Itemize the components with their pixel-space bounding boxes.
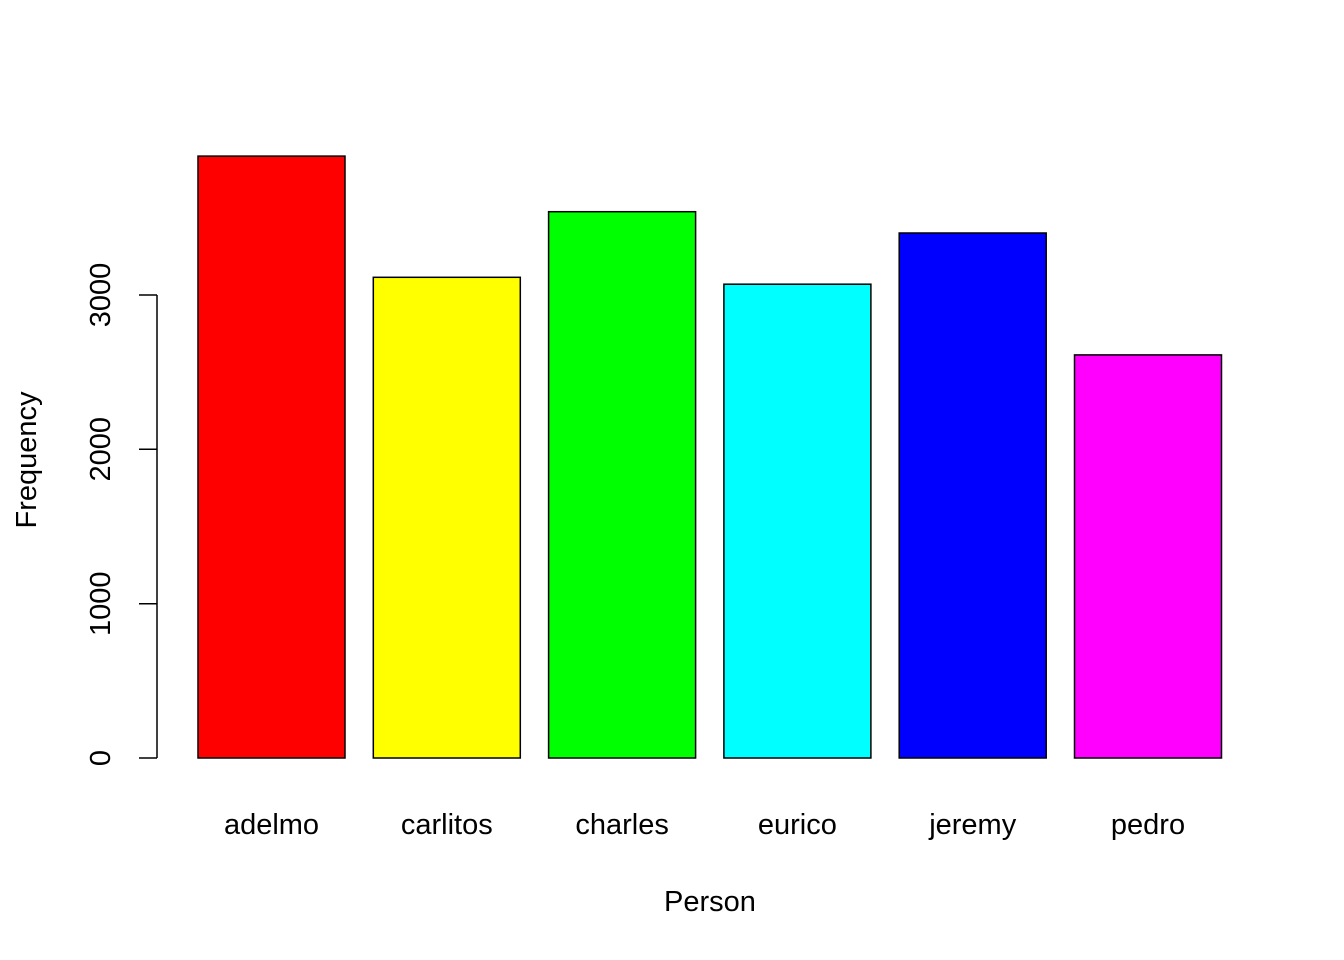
x-tick-label-charles: charles bbox=[575, 809, 669, 841]
y-axis-title: Frequency bbox=[11, 391, 43, 529]
y-tick-label-2000: 2000 bbox=[85, 417, 117, 482]
x-tick-label-carlitos: carlitos bbox=[401, 809, 493, 841]
bar-pedro bbox=[1073, 354, 1223, 759]
y-axis: 0 1000 2000 3000 bbox=[85, 263, 158, 766]
y-tick-label-0: 0 bbox=[85, 750, 117, 766]
x-tick-label-pedro: pedro bbox=[1111, 809, 1185, 841]
bar-jeremy bbox=[898, 232, 1047, 759]
bar-eurico bbox=[723, 283, 872, 759]
bars-group bbox=[197, 155, 1223, 759]
y-tick-label-3000: 3000 bbox=[85, 263, 117, 328]
x-axis-title: Person bbox=[664, 886, 756, 918]
x-axis-labels: adelmo carlitos charles eurico jeremy pedro bbox=[224, 809, 1185, 841]
bar-charles bbox=[547, 210, 697, 759]
y-tick-label-1000: 1000 bbox=[85, 571, 117, 636]
bar-carlitos bbox=[372, 276, 522, 759]
x-tick-label-eurico: eurico bbox=[758, 809, 837, 841]
x-tick-label-adelmo: adelmo bbox=[224, 809, 319, 841]
bar-adelmo bbox=[197, 155, 346, 759]
x-tick-label-jeremy: jeremy bbox=[928, 809, 1017, 841]
